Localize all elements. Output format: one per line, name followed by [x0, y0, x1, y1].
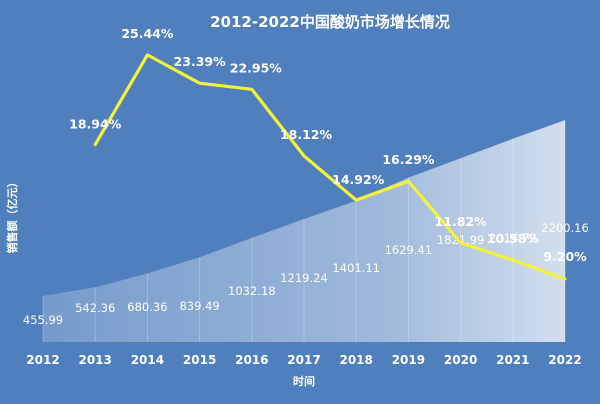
growth-rate-label: 16.29%: [382, 152, 435, 167]
x-tick-label: 2014: [131, 353, 164, 367]
x-tick-label: 2017: [287, 353, 320, 367]
x-tick-label: 2022: [548, 353, 581, 367]
x-tick-label: 2021: [496, 353, 529, 367]
growth-rate-label: 18.94%: [69, 117, 122, 132]
sales-value-label: 680.36: [127, 300, 167, 314]
growth-rate-label: 9.20%: [543, 249, 587, 264]
growth-rate-label: 18.12%: [280, 127, 333, 142]
x-tick-label: 2012: [26, 353, 59, 367]
sales-value-label: 1032.18: [228, 284, 276, 298]
sales-value-label: 839.49: [179, 299, 219, 313]
sales-value-label: 1821.99: [437, 233, 485, 247]
growth-rate-label: 22.95%: [230, 60, 283, 75]
growth-rate-label: 23.39%: [174, 54, 227, 69]
x-tick-label: 2016: [235, 353, 268, 367]
x-tick-label: 2020: [444, 353, 477, 367]
sales-value-label: 1629.41: [385, 243, 433, 257]
x-tick-label: 2019: [392, 353, 425, 367]
growth-rate-label: 25.44%: [121, 26, 174, 41]
growth-rate-line: [93, 53, 567, 281]
sales-value-label: 1219.24: [280, 271, 328, 285]
x-tick-label: 2018: [339, 353, 372, 367]
sales-value-label: 2014.79: [489, 231, 537, 245]
sales-area: [43, 120, 565, 342]
x-tick-label: 2013: [78, 353, 111, 367]
chart-title: 2012-2022中国酸奶市场增长情况: [210, 13, 450, 31]
sales-value-label: 455.99: [23, 313, 63, 327]
growth-rate-label: 11.82%: [435, 214, 488, 229]
growth-rate-label: 10.58%: [487, 231, 540, 246]
sales-value-label: 2200.16: [541, 221, 589, 235]
x-axis-title: 时间: [293, 374, 315, 388]
growth-rate-label: 14.92%: [332, 172, 385, 187]
y-axis-title: 销售额（亿元）: [5, 177, 19, 254]
sales-value-label: 1401.11: [332, 261, 380, 275]
sales-value-label: 542.36: [75, 301, 115, 315]
x-tick-label: 2015: [183, 353, 216, 367]
